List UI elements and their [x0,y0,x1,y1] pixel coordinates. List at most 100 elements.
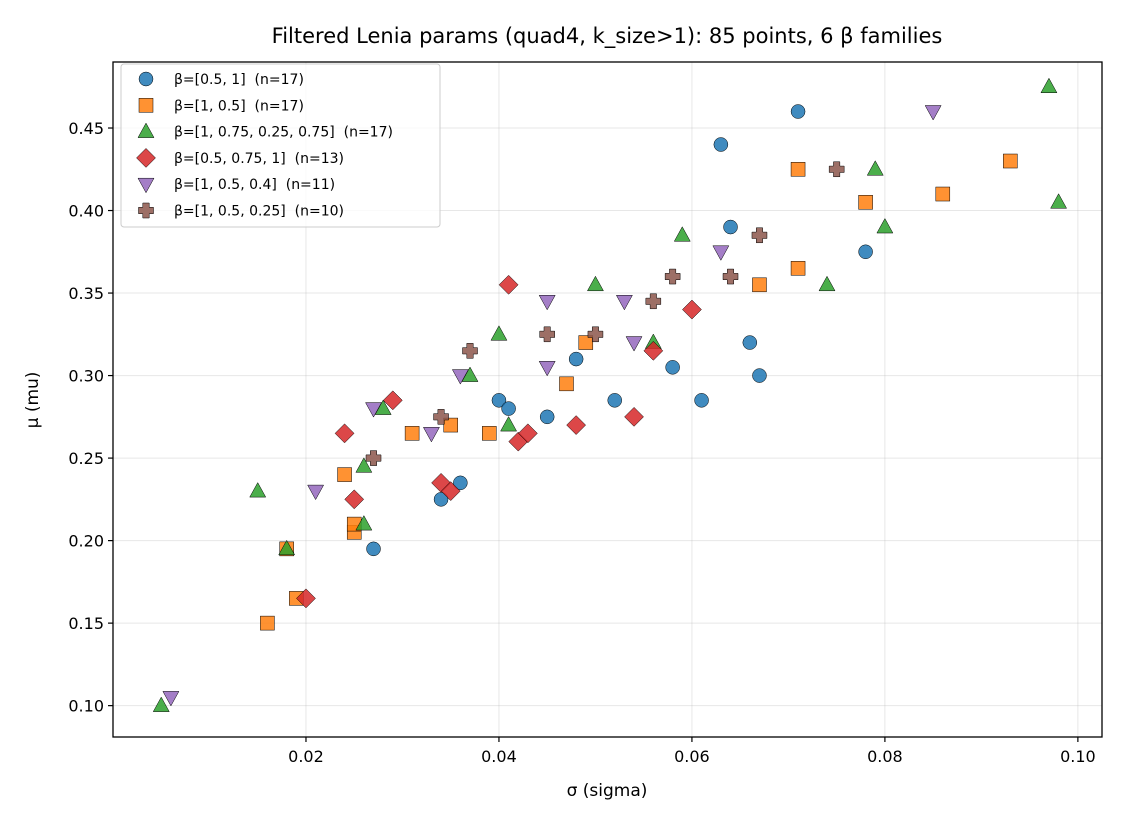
data-point [451,369,469,385]
data-point [712,245,730,261]
data-point [453,475,468,491]
data-point [682,299,702,320]
data-point [665,360,680,375]
x-tick-label: 0.06 [674,747,710,766]
data-point [876,218,894,234]
data-point [615,295,633,311]
x-tick-label: 0.10 [1060,747,1096,766]
legend: β=[0.5, 1] (n=17) β=[1, 0.5] (n=17) β=[1, … [120,63,441,228]
legend-marker [138,202,154,219]
data-point [162,691,180,707]
y-axis-label: μ (mu) [23,372,43,429]
data-point [559,376,574,392]
y-tick-label: 0.40 [68,202,104,221]
legend-marker [138,71,154,87]
data-point [713,137,729,152]
legend-item: β=[1, 0.5, 0.4] (n=11) [137,177,335,194]
y-tick-label: 0.45 [68,119,104,138]
data-point [334,423,355,444]
data-point [260,615,275,631]
data-point [694,393,709,408]
x-axis-label: σ (sigma) [567,781,648,801]
data-point [501,401,516,416]
data-point [296,588,316,609]
data-point [500,416,518,432]
data-point [440,481,461,501]
data-point [742,335,758,350]
y-tick-label: 0.10 [68,697,104,716]
data-point [443,417,458,433]
data-point [587,275,604,292]
legend-item: β=[1, 0.5] (n=17) [138,98,304,114]
data-point [866,160,884,176]
y-tick-label: 0.15 [68,614,104,633]
legend-label: β=[0.5, 1] (n=17) [174,72,304,88]
data-point [858,195,873,210]
data-point [404,426,420,441]
x-tick-label: 0.04 [481,747,517,766]
y-tick-label: 0.20 [68,532,104,551]
data-point [482,426,497,441]
data-points [152,77,1068,712]
data-point [752,277,767,293]
data-point [625,336,643,352]
y-tick-label: 0.35 [68,284,104,303]
series-triangle-down [162,105,942,707]
legend-label: β=[1, 0.5] (n=17) [174,98,304,114]
series-plus [365,161,845,466]
legend-label: β=[1, 0.5, 0.4] (n=11) [174,177,335,193]
data-point [366,541,381,557]
data-point [643,340,664,361]
legend-marker [137,122,155,138]
data-point [587,326,604,343]
data-point [645,293,662,310]
data-point [491,393,507,408]
y-tick-label: 0.30 [68,367,104,386]
data-point [152,696,170,712]
data-point [924,105,942,121]
data-point [433,409,449,425]
data-point [490,325,508,341]
data-point [578,335,594,350]
series-circle [366,104,873,557]
data-point [723,219,738,235]
legend-item: β=[0.5, 1] (n=17) [138,71,304,88]
data-point [278,539,296,556]
data-point [722,268,739,285]
data-point [673,226,691,242]
legend-box [120,63,441,228]
legend-marker [136,148,156,168]
data-point [365,402,382,418]
data-point [538,295,556,311]
data-point [355,457,373,473]
data-point [790,261,806,276]
legend-marker [138,98,154,113]
data-point [344,489,365,510]
data-point [818,275,836,292]
data-point [337,467,352,482]
data-point [538,361,556,377]
data-point [249,482,267,498]
data-point [828,161,845,178]
data-point [751,227,768,244]
data-point [1040,77,1058,94]
plot-frame [112,61,1103,738]
legend-item: β=[1, 0.75, 0.25, 0.75] (n=17) [137,122,393,141]
data-point [518,423,538,444]
x-tick-label: 0.02 [288,747,324,766]
legend-label: β=[0.5, 0.75, 1] (n=13) [174,151,344,167]
data-point [624,406,644,427]
data-point [307,484,325,501]
series-triangle-up [152,77,1068,712]
data-point [790,162,806,177]
axis-ticks: 0.02 0.04 0.06 0.08 0.10 0.10 0.15 0.20 0.25 0.30… [68,119,1095,766]
data-point [462,343,478,359]
data-point [498,274,519,295]
series-diamond [296,274,702,609]
y-tick-label: 0.25 [68,449,104,468]
data-point [365,450,382,466]
data-point [539,409,555,425]
data-point [1050,193,1068,209]
legend-item: β=[0.5, 0.75, 1] (n=13) [136,148,344,168]
